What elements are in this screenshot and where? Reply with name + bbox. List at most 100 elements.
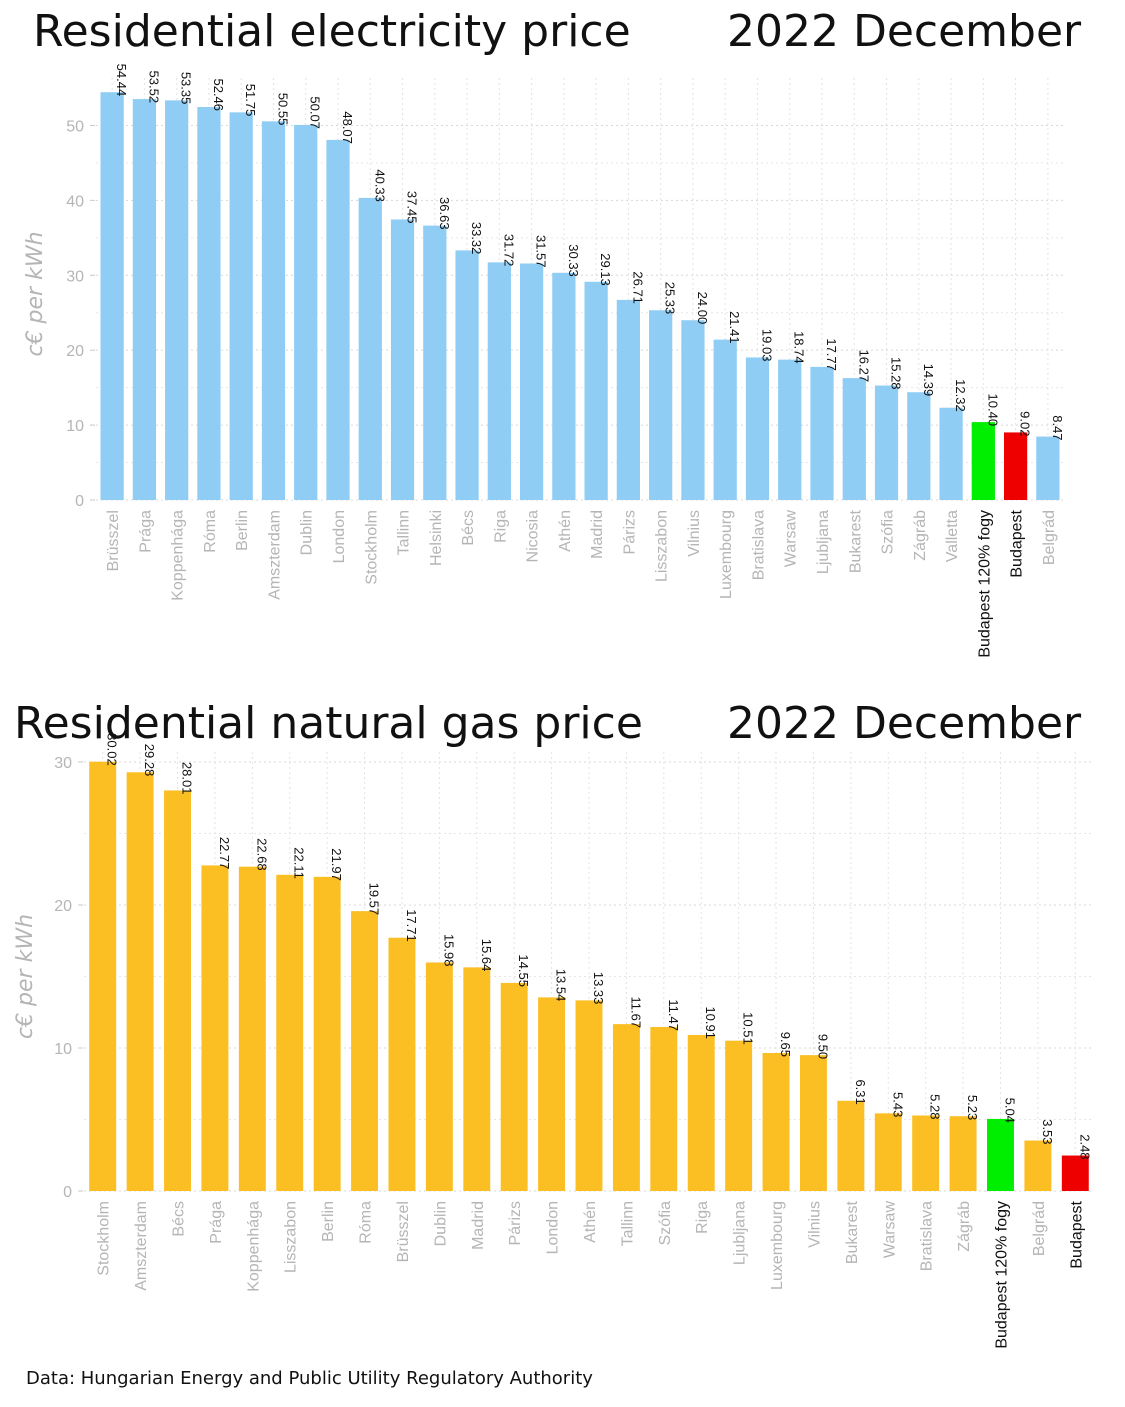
value-label-brusszel: 54.44	[114, 64, 129, 97]
value-label-belgrad: 8.47	[1050, 415, 1065, 440]
x-tick-label-budapest: Budapest	[1009, 509, 1026, 577]
value-label-berlin: 21.97	[329, 848, 344, 881]
bar-budapest	[1061, 1155, 1089, 1191]
x-tick-label-luxembourg: Luxembourg	[769, 1201, 786, 1290]
y-tick-label: 20	[54, 898, 72, 915]
bar-parizs	[616, 299, 641, 500]
x-tick-label-zagrab: Zágráb	[956, 1201, 973, 1252]
value-label-dublin: 50.07	[308, 96, 323, 129]
bar-riga	[687, 1034, 715, 1191]
bar-amszterdam	[261, 121, 286, 501]
value-label-riga: 31.72	[501, 234, 516, 267]
value-label-luxembourg: 9.65	[778, 1032, 793, 1057]
x-tick-label-berlin: Berlin	[234, 510, 251, 551]
gas-chart-date: 2022 December	[727, 698, 1082, 749]
bar-praga	[132, 99, 157, 500]
value-label-szofia: 15.28	[889, 357, 904, 390]
x-tick-label-becs: Bécs	[460, 510, 477, 546]
x-tick-label-budapest-120-fogy: Budapest 120% fogy	[976, 510, 993, 658]
bar-lisszabon	[276, 874, 304, 1191]
x-tick-label-london: London	[545, 1201, 562, 1254]
bar-koppenhaga	[165, 100, 189, 501]
x-tick-label-tallinn: Tallinn	[396, 510, 413, 555]
bar-luxembourg	[762, 1053, 790, 1191]
y-tick-label: 10	[54, 1041, 72, 1058]
value-label-becs: 33.32	[469, 222, 484, 255]
value-label-bratislava: 5.28	[928, 1094, 943, 1119]
x-tick-label-athen: Athén	[557, 510, 574, 552]
gas-price-chart: 0 10 20 30 c€ per kWh 30.02 Stockholm 29.28 Amsz…	[13, 733, 1094, 1349]
bar-ljubljana	[810, 366, 834, 500]
x-tick-label-roma: Róma	[202, 510, 219, 553]
x-tick-label-vilnius: Vilnius	[686, 510, 703, 557]
bar-szofia	[874, 385, 899, 500]
value-label-warsaw: 18.74	[792, 331, 807, 364]
bar-roma	[197, 107, 221, 500]
bar-london	[326, 139, 350, 501]
value-label-budapest-120-fogy: 5.04	[1002, 1098, 1017, 1123]
bar-warsaw	[778, 359, 802, 500]
x-tick-label-bukarest: Bukarest	[844, 1200, 861, 1264]
value-label-amszterdam: 50.55	[275, 93, 290, 126]
bar-athen	[575, 1000, 603, 1191]
value-label-ljubljana: 17.77	[824, 338, 839, 371]
value-label-dublin: 15.98	[441, 934, 456, 967]
bar-parizs	[500, 982, 528, 1191]
x-tick-label-zagrab: Zágráb	[912, 510, 929, 561]
bar-becs	[455, 250, 479, 500]
value-label-london: 48.07	[340, 111, 355, 144]
y-tick-label: 50	[66, 118, 84, 135]
value-label-riga: 10.91	[703, 1006, 718, 1039]
bar-belgrad	[1024, 1140, 1052, 1191]
value-label-szofia: 11.47	[666, 999, 681, 1031]
value-label-athen: 13.33	[591, 972, 606, 1005]
value-label-vilnius: 9.50	[815, 1034, 830, 1059]
x-tick-label-amszterdam: Amszterdam	[266, 510, 283, 600]
bar-riga	[487, 262, 511, 500]
y-tick-label: 0	[75, 493, 84, 510]
x-tick-label-valletta: Valletta	[944, 510, 961, 562]
bar-praga	[201, 865, 229, 1191]
x-tick-label-roma: Róma	[358, 1201, 375, 1244]
bar-lisszabon	[649, 310, 673, 500]
bar-helsinki	[423, 225, 447, 500]
x-tick-label-bratislava: Bratislava	[750, 510, 767, 580]
x-tick-label-brusszel: Brüsszel	[105, 510, 122, 571]
bar-amszterdam	[126, 772, 154, 1191]
electricity-price-chart: 0 10 20 30 40 50 c€ per kWh 54.44 Brüsszel 53.52 P…	[23, 64, 1065, 658]
bar-valletta	[939, 407, 963, 500]
bar-zagrab	[949, 1116, 977, 1191]
electricity-chart-title: Residential electricity price	[33, 6, 631, 57]
bar-brusszel	[388, 937, 416, 1191]
value-label-belgrad: 3.53	[1040, 1119, 1055, 1144]
bar-brusszel	[100, 92, 124, 500]
bar-bratislava	[745, 357, 770, 500]
y-tick-label: 30	[66, 268, 84, 285]
bar-budapest-120-fogy	[971, 422, 995, 500]
y-tick-label: 0	[63, 1184, 72, 1201]
x-tick-label-belgrad: Belgrád	[1041, 510, 1058, 565]
bar-stockholm	[89, 761, 117, 1191]
value-label-amszterdam: 29.28	[142, 744, 157, 777]
value-label-koppenhaga: 53.35	[179, 72, 194, 105]
bar-tallinn	[390, 219, 415, 500]
value-label-zagrab: 14.39	[921, 364, 936, 397]
bar-athen	[552, 272, 576, 500]
value-label-luxembourg: 21.41	[727, 311, 742, 344]
data-source-note: Data: Hungarian Energy and Public Utilit…	[26, 1368, 593, 1389]
x-tick-label-stockholm: Stockholm	[363, 510, 380, 585]
bar-nicosia	[519, 263, 544, 500]
x-tick-label-luxembourg: Luxembourg	[718, 510, 735, 599]
value-label-athen: 30.33	[566, 244, 581, 277]
y-tick-label: 20	[66, 343, 84, 360]
bar-budapest-120-fogy	[987, 1118, 1014, 1191]
value-label-stockholm: 40.33	[372, 169, 387, 202]
x-tick-label-szofia: Szófia	[657, 1201, 674, 1246]
x-tick-label-praga: Prága	[137, 510, 154, 553]
bar-zagrab	[907, 392, 931, 500]
value-label-stockholm: 30.02	[105, 733, 120, 766]
value-label-roma: 52.46	[211, 78, 226, 111]
x-tick-label-dublin: Dublin	[299, 510, 316, 555]
x-tick-label-vilnius: Vilnius	[806, 1201, 823, 1248]
x-tick-label-koppenhaga: Koppenhága	[170, 510, 187, 601]
